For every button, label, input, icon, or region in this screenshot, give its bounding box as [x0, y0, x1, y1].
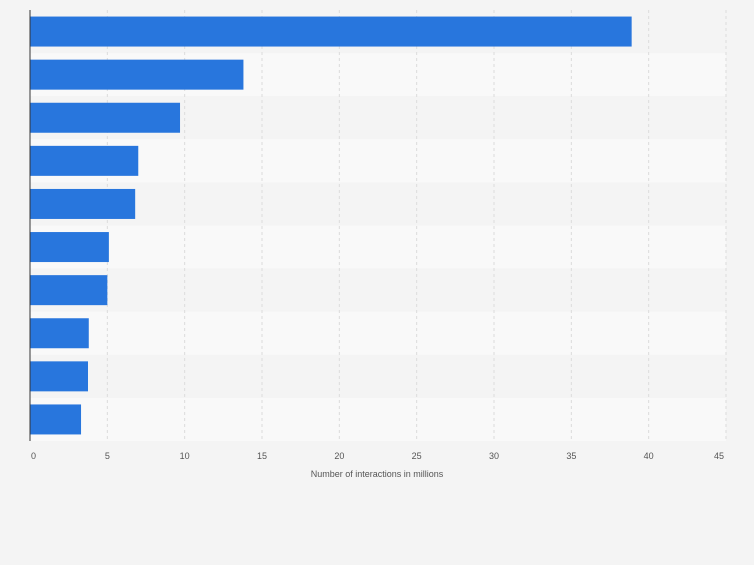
row-band — [30, 225, 726, 269]
x-tick-label: 35 — [566, 451, 576, 461]
bar — [30, 318, 89, 349]
bars — [30, 16, 632, 435]
x-tick-label: 15 — [257, 451, 267, 461]
x-axis-tick-labels: 0 5 10 15 20 25 30 35 40 45 — [31, 451, 724, 461]
bar — [30, 188, 136, 219]
x-tick-label: 30 — [489, 451, 499, 461]
bar — [30, 16, 632, 47]
bar — [30, 404, 82, 435]
row-band — [30, 397, 726, 441]
row-band — [30, 268, 726, 312]
bar — [30, 361, 88, 392]
x-tick-label: 25 — [412, 451, 422, 461]
bar — [30, 275, 108, 306]
bar — [30, 145, 139, 176]
row-band — [30, 311, 726, 355]
x-tick-label: 40 — [644, 451, 654, 461]
row-band — [30, 182, 726, 226]
row-band — [30, 354, 726, 398]
x-tick-label: 10 — [180, 451, 190, 461]
row-bands — [30, 10, 726, 441]
bar — [30, 102, 181, 133]
x-tick-label: 0 — [31, 451, 36, 461]
x-tick-label: 45 — [714, 451, 724, 461]
bar — [30, 232, 109, 263]
x-tick-label: 20 — [334, 451, 344, 461]
row-band — [30, 139, 726, 183]
x-axis-title: Number of interactions in millions — [311, 469, 444, 479]
x-tick-label: 5 — [105, 451, 110, 461]
bar — [30, 59, 244, 90]
